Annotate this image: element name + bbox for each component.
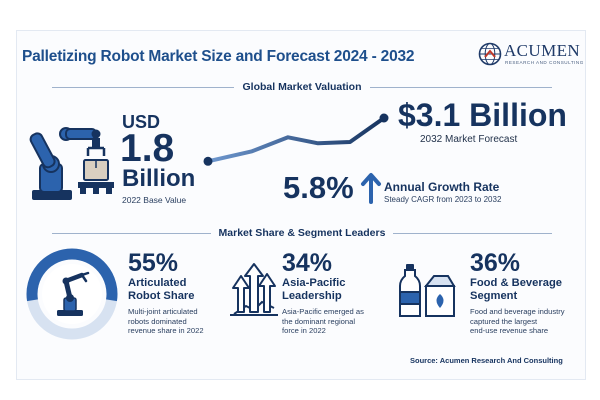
series-line [206, 116, 386, 164]
segment-desc-line: end-use revenue share [470, 326, 549, 335]
divider [52, 86, 235, 88]
segment-desc-line: force in 2022 [282, 326, 326, 335]
segment-title-line: Articulated [128, 277, 187, 289]
forecast-caption: 2032 Market Forecast [420, 134, 518, 145]
segment-desc-line: revenue share in 2022 [128, 326, 204, 335]
segment-desc-line: Asia-Pacific emerged as [282, 307, 364, 316]
share-donut [26, 248, 118, 340]
valuation-section-title: Global Market Valuation [242, 81, 362, 93]
segment-percent: 55% [128, 249, 179, 277]
base-value: 1.8 [120, 127, 175, 170]
segment-title: Asia-Pacific Leadership [282, 277, 345, 303]
divider [393, 232, 552, 234]
growth-arrows-icon [230, 263, 278, 316]
up-arrow-icon [361, 173, 381, 204]
logo-name: ACUMEN [504, 41, 581, 60]
cagr-label: Annual Growth Rate [384, 180, 500, 194]
robot-arm-icon [57, 271, 90, 316]
forecast-value: $3.1 Billion [398, 97, 567, 133]
segment-description: Asia-Pacific emerged as the dominant reg… [282, 307, 364, 336]
segment-desc-line: the dominant regional [282, 316, 356, 326]
segment-desc-line: captured the largest [470, 316, 538, 326]
data-point [379, 113, 389, 123]
segment-desc-line: robots dominated [128, 316, 187, 326]
base-caption: 2022 Base Value [122, 195, 187, 205]
logo-tagline: RESEARCH AND CONSULTING [505, 60, 584, 65]
segment-title-line: Asia-Pacific [282, 277, 346, 289]
divider [52, 232, 211, 234]
cagr-caption: Steady CAGR from 2023 to 2032 [384, 195, 502, 204]
cagr-value: 5.8% [283, 170, 354, 205]
segment-title: Food & Beverage Segment [470, 277, 562, 303]
segments-section-title: Market Share & Segment Leaders [218, 227, 386, 239]
globe-logo-icon [478, 42, 502, 66]
donut-share-arc [26, 248, 118, 302]
segment-title-line: Robot Share [128, 290, 195, 302]
segment-title-line: Leadership [282, 290, 342, 302]
segment-percent: 36% [470, 249, 521, 277]
segment-title-line: Food & Beverage [470, 277, 563, 289]
bottle-carton-icon [399, 264, 456, 317]
segment-desc-line: Multi-joint articulated [128, 307, 198, 316]
acumen-logo: ACUMEN RESEARCH AND CONSULTING [478, 40, 590, 72]
segment-description: Food and beverage industry captured the … [470, 307, 565, 336]
data-point [203, 156, 213, 166]
segment-description: Multi-joint articulated robots dominated… [128, 307, 204, 336]
page-title: Palletizing Robot Market Size and Foreca… [22, 48, 415, 65]
palletizing-robot-icon [29, 127, 114, 200]
base-unit: Billion [122, 165, 196, 192]
segment-desc-line: Food and beverage industry [470, 307, 565, 316]
source-note: Source: Acumen Research And Consulting [410, 356, 563, 365]
growth-trend-chart [203, 113, 389, 166]
base-currency: USD [122, 112, 161, 132]
valuation-section-header: Global Market Valuation [52, 80, 552, 94]
infographic-card [16, 30, 586, 380]
segment-title: Articulated Robot Share [128, 277, 195, 303]
segment-title-line: Segment [470, 290, 518, 302]
segments-section-header: Market Share & Segment Leaders [52, 226, 552, 240]
divider [369, 86, 552, 88]
segment-percent: 34% [282, 249, 333, 277]
